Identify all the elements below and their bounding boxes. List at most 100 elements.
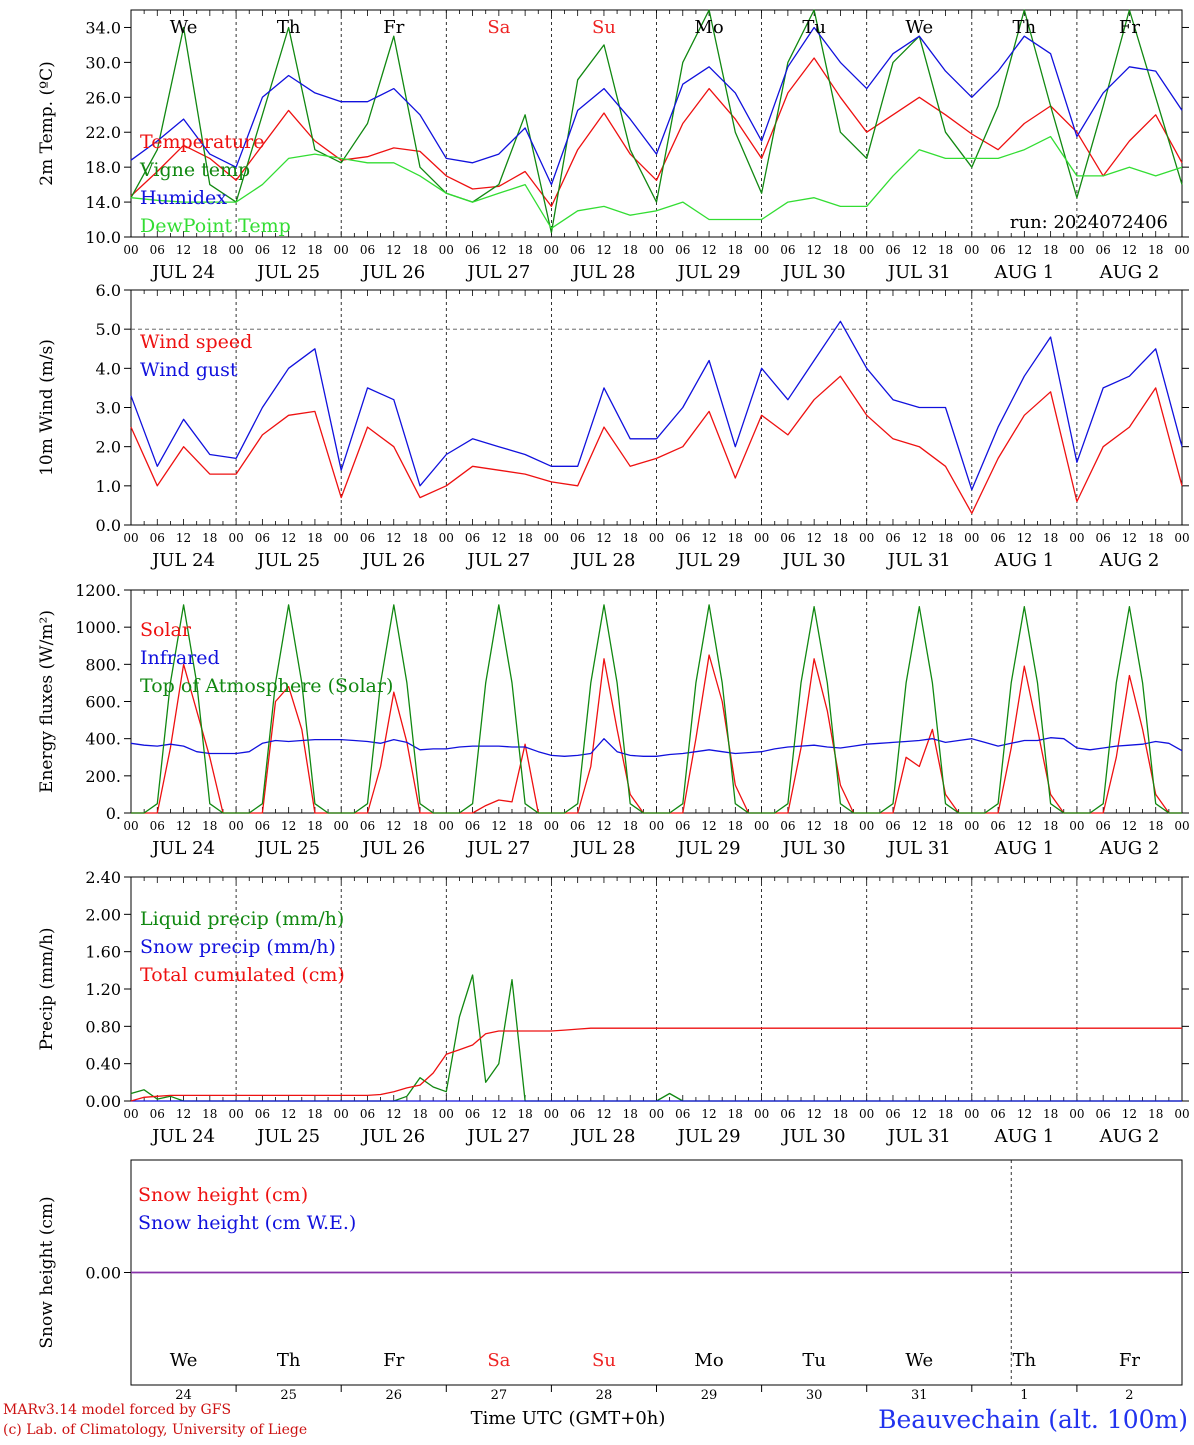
x-hour-label: 12 <box>386 819 401 833</box>
x-hour-label: 00 <box>228 819 243 833</box>
x-axis-title: Time UTC (GMT+0h) <box>471 1408 666 1429</box>
legend-entry: Humidex <box>140 187 227 209</box>
x-hour-label: 18 <box>623 243 638 257</box>
x-hour-label: 00 <box>334 243 349 257</box>
x-hour-label: 06 <box>465 1107 480 1121</box>
x-hour-label: 18 <box>833 1107 848 1121</box>
x-hour-label: 18 <box>202 819 217 833</box>
x-date-label: JUL 27 <box>465 262 530 283</box>
x-hour-label: 00 <box>1174 531 1189 545</box>
x-hour-label: 12 <box>176 243 191 257</box>
x-hour-label: 06 <box>990 243 1005 257</box>
x-hour-label: 18 <box>307 1107 322 1121</box>
series-line <box>130 737 1183 757</box>
weekday-label: We <box>170 17 198 38</box>
x-hour-label: 18 <box>728 243 743 257</box>
x-hour-label: 06 <box>150 1107 165 1121</box>
x-hour-label: 06 <box>675 1107 690 1121</box>
x-date-label: JUL 30 <box>781 1126 846 1147</box>
x-hour-label: 12 <box>912 1107 927 1121</box>
day-number-label: 24 <box>175 1388 192 1403</box>
x-hour-label: 18 <box>307 243 322 257</box>
x-hour-label: 00 <box>334 531 349 545</box>
x-hour-label: 12 <box>1017 819 1032 833</box>
x-hour-label: 00 <box>1069 531 1084 545</box>
x-hour-label: 12 <box>1017 243 1032 257</box>
y-tick-label: 14.0 <box>85 193 121 212</box>
x-hour-label: 00 <box>123 1107 138 1121</box>
credit-line-2: (c) Lab. of Climatology, University of L… <box>3 1422 307 1438</box>
x-date-label: JUL 31 <box>886 262 951 283</box>
x-hour-label: 12 <box>701 819 716 833</box>
x-hour-label: 06 <box>465 243 480 257</box>
x-hour-label: 12 <box>491 1107 506 1121</box>
y-tick-label: 0.00 <box>85 1264 121 1283</box>
x-date-label: JUL 28 <box>570 1126 635 1147</box>
x-hour-label: 18 <box>1148 531 1163 545</box>
x-hour-label: 18 <box>623 1107 638 1121</box>
weekday-label: Su <box>592 1350 616 1371</box>
x-date-label: JUL 26 <box>360 1126 425 1147</box>
x-hour-label: 18 <box>728 1107 743 1121</box>
y-tick-label: 0.40 <box>85 1055 121 1074</box>
x-hour-label: 06 <box>1096 243 1111 257</box>
x-hour-label: 00 <box>123 243 138 257</box>
x-hour-label: 06 <box>885 243 900 257</box>
x-hour-label: 06 <box>675 531 690 545</box>
x-date-label: AUG 1 <box>993 550 1054 571</box>
y-tick-label: 800. <box>85 655 121 674</box>
x-date-label: JUL 28 <box>570 550 635 571</box>
series-line <box>130 320 1183 491</box>
weekday-label: Mo <box>694 17 723 38</box>
x-hour-label: 12 <box>491 243 506 257</box>
x-hour-label: 00 <box>649 243 664 257</box>
x-hour-label: 12 <box>701 531 716 545</box>
x-hour-label: 00 <box>649 531 664 545</box>
x-hour-label: 06 <box>780 819 795 833</box>
y-tick-label: 1.0 <box>96 477 121 496</box>
credit-line-1: MARv3.14 model forced by GFS <box>3 1402 231 1418</box>
x-date-label: JUL 31 <box>886 1126 951 1147</box>
y-tick-label: 0.0 <box>96 516 121 535</box>
x-hour-label: 12 <box>386 1107 401 1121</box>
x-hour-label: 18 <box>938 1107 953 1121</box>
x-date-label: AUG 2 <box>1099 550 1160 571</box>
x-hour-label: 06 <box>360 819 375 833</box>
x-hour-label: 12 <box>596 531 611 545</box>
x-hour-label: 00 <box>123 819 138 833</box>
x-hour-label: 12 <box>281 1107 296 1121</box>
y-tick-label: 200. <box>85 767 121 786</box>
x-date-label: JUL 26 <box>360 838 425 859</box>
y-axis-title: 2m Temp. (ºC) <box>37 61 57 186</box>
x-hour-label: 12 <box>807 1107 822 1121</box>
legend-entry: Liquid precip (mm/h) <box>140 908 344 930</box>
y-axis-title: 10m Wind (m/s) <box>37 339 57 476</box>
x-date-label: JUL 26 <box>360 262 425 283</box>
x-hour-label: 18 <box>938 819 953 833</box>
day-number-label: 2 <box>1125 1388 1133 1403</box>
series-line <box>130 26 1183 186</box>
series-line <box>130 135 1183 229</box>
weekday-label: Fr <box>1119 1350 1140 1371</box>
x-hour-label: 12 <box>1017 531 1032 545</box>
x-hour-label: 06 <box>885 531 900 545</box>
x-date-label: AUG 2 <box>1099 262 1160 283</box>
panel-5: 0.00 Snow height (cm) Snow height (cm) Snow… <box>37 1159 1189 1386</box>
x-hour-label: 06 <box>360 1107 375 1121</box>
legend-entry: Wind gust <box>140 359 238 381</box>
x-hour-label: 12 <box>596 819 611 833</box>
x-hour-label: 18 <box>623 819 638 833</box>
x-hour-label: 18 <box>412 243 427 257</box>
x-hour-label: 00 <box>964 243 979 257</box>
x-hour-label: 12 <box>701 243 716 257</box>
x-date-label: JUL 27 <box>465 838 530 859</box>
x-hour-label: 12 <box>701 1107 716 1121</box>
x-hour-label: 06 <box>675 243 690 257</box>
legend-entry: Wind speed <box>140 331 252 353</box>
x-hour-label: 12 <box>1122 243 1137 257</box>
panel-1: 10.0 14.0 18.0 22.0 26.0 30.0 34.0 2m Temp. (ºC… <box>37 9 1190 283</box>
x-hour-label: 00 <box>964 531 979 545</box>
weekday-label: Sa <box>487 17 510 38</box>
y-axis-title: Energy fluxes (W/m²) <box>37 610 57 793</box>
